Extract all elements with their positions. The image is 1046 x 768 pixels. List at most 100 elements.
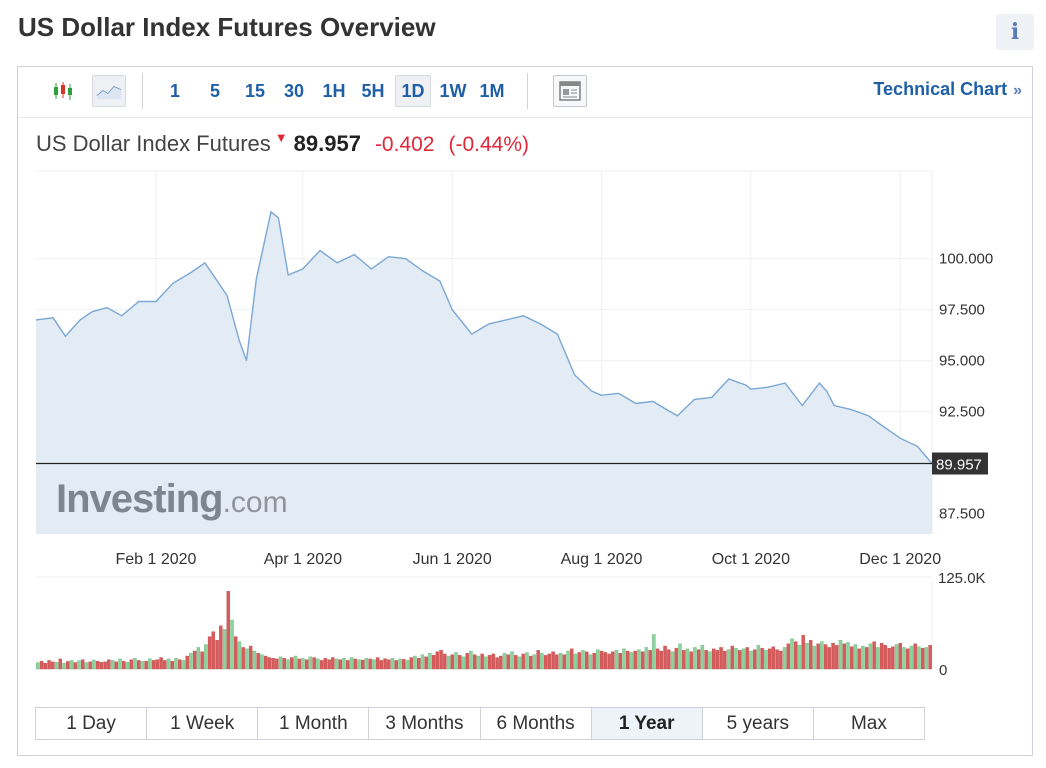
volume-bar [491, 653, 496, 670]
volume-max-label: 125.0K [938, 570, 986, 587]
range-selector: 1 Day 1 Week 1 Month 3 Months 6 Months 1 Year… [35, 707, 925, 740]
volume-bar [696, 649, 701, 670]
volume-bar [917, 646, 921, 670]
volume-bar [103, 661, 107, 670]
range-5-years[interactable]: 5 years [703, 708, 814, 739]
volume-bar [562, 654, 566, 670]
volume-bar [192, 650, 197, 670]
volume-bar [472, 654, 477, 670]
volume-bar [741, 648, 746, 670]
volume-bar [133, 658, 137, 670]
volume-bar [469, 650, 473, 670]
volume-bar [532, 654, 537, 670]
volume-bar [170, 660, 174, 670]
volume-bar [92, 659, 96, 670]
volume-bar [831, 642, 835, 670]
volume-bar [682, 650, 686, 670]
volume-bar [868, 643, 873, 670]
volume-bar [271, 658, 275, 670]
range-1-year[interactable]: 1 Year [591, 708, 703, 739]
volume-bar [159, 657, 163, 670]
timeframe-5[interactable]: 5 [209, 81, 220, 101]
volume-bar [312, 657, 316, 670]
volume-bar [110, 660, 115, 670]
volume-bar [148, 658, 152, 670]
volume-bar [189, 653, 193, 670]
volume-bar [319, 660, 324, 670]
price-line [35, 210, 933, 464]
volume-bar [876, 647, 880, 670]
range-max[interactable]: Max [850, 713, 887, 734]
price-change: -0.402 [374, 133, 435, 156]
volume-bar [424, 656, 428, 670]
volume-bar [200, 651, 204, 670]
volume-bar [248, 645, 253, 670]
volume-bar [140, 661, 145, 670]
volume-bar [678, 643, 682, 670]
news-overlay-icon[interactable] [553, 75, 587, 107]
range-1-day[interactable]: 1 Day [36, 708, 148, 739]
volume-bar [69, 660, 74, 670]
volume-bar [861, 645, 865, 670]
volume-bar [640, 651, 645, 670]
volume-bar [738, 650, 742, 670]
timeframe-15[interactable]: 15 [244, 81, 266, 101]
volume-bar [368, 658, 372, 670]
range-6-months[interactable]: 6 Months [481, 708, 592, 739]
range-1-month[interactable]: 1 Month [258, 708, 370, 739]
volume-bar [730, 645, 734, 670]
volume-bar [618, 653, 622, 670]
volume-bar [902, 647, 906, 670]
volume-bar [450, 654, 454, 670]
volume-bar [540, 653, 544, 670]
volume-bar [114, 661, 118, 670]
timeframe-1m[interactable]: 1M [479, 81, 505, 101]
volume-bar [36, 662, 40, 670]
timeframe-30[interactable]: 30 [283, 81, 305, 101]
volume-bar [543, 655, 548, 670]
volume-bar [891, 646, 895, 670]
technical-chart-link[interactable]: Technical Chart » [873, 79, 1022, 100]
price-chart[interactable]: Investing.com 89.957 100.000 97.500 95.000 92… [18, 67, 1032, 707]
volume-bar [163, 660, 167, 670]
y-tick-label: 92.500 [939, 404, 985, 421]
volume-bar [816, 643, 820, 670]
volume-bar [558, 653, 563, 670]
volume-bar [838, 640, 843, 670]
line-chart-icon[interactable] [92, 75, 126, 107]
info-icon[interactable]: i [996, 14, 1034, 50]
volume-bar [446, 655, 451, 670]
volume-bar [234, 636, 238, 670]
volume-bar [502, 653, 507, 670]
candlestick-icon[interactable] [46, 75, 80, 107]
volume-bar [95, 660, 100, 670]
volume-bar [383, 658, 387, 670]
volume-bar [749, 650, 753, 670]
volume-bar [790, 638, 794, 670]
volume-bar [222, 629, 227, 670]
volume-bar [760, 647, 764, 670]
range-1-week[interactable]: 1 Week [147, 708, 259, 739]
volume-bar [346, 660, 350, 670]
volume-bar [801, 635, 805, 670]
x-tick-label: Apr 1 2020 [264, 551, 342, 568]
volume-bar [323, 658, 328, 670]
volume-bar [555, 654, 559, 670]
volume-bar [230, 619, 234, 670]
x-tick-label: Oct 1 2020 [712, 551, 790, 568]
volume-bar [779, 650, 783, 670]
volume-bar [73, 662, 77, 670]
timeframe-1[interactable]: 1 [169, 81, 180, 101]
range-3-months[interactable]: 3 Months [369, 708, 481, 739]
timeframe-1w[interactable]: 1W [439, 81, 467, 101]
timeframe-1d[interactable]: 1D [395, 75, 431, 107]
volume-bar [443, 653, 447, 670]
quote-header: US Dollar Index Futures ▼ 89.957 -0.402 (-0.… [36, 130, 529, 157]
price-area [36, 211, 932, 535]
volume-bar [693, 647, 697, 670]
timeframe-1h[interactable]: 1H [322, 81, 346, 101]
volume-bar [413, 655, 417, 670]
volume-bar [58, 658, 62, 670]
volume-bar [263, 655, 268, 670]
timeframe-5h[interactable]: 5H [361, 81, 385, 101]
